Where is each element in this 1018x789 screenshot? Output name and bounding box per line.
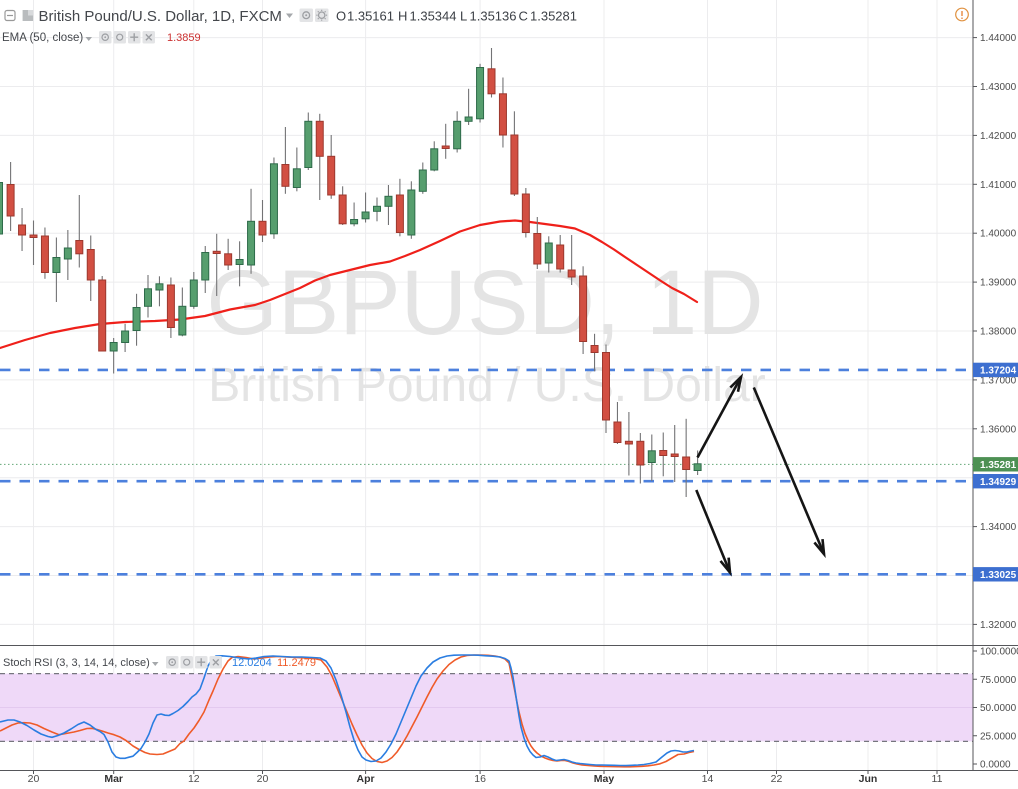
- svg-text:12.0204: 12.0204: [232, 657, 272, 669]
- svg-text:0.0000: 0.0000: [980, 760, 1011, 771]
- svg-text:1.35281: 1.35281: [980, 460, 1017, 471]
- svg-text:C: C: [519, 9, 528, 24]
- svg-text:11.2479: 11.2479: [277, 657, 316, 669]
- svg-text:1.40000: 1.40000: [980, 229, 1017, 240]
- svg-text:Apr: Apr: [357, 773, 375, 785]
- svg-text:O: O: [336, 9, 346, 24]
- svg-text:20: 20: [257, 773, 269, 785]
- svg-text:1.37000: 1.37000: [980, 375, 1017, 386]
- svg-text:1.42000: 1.42000: [980, 131, 1017, 142]
- svg-text:British Pound/U.S. Dollar, 1D,: British Pound/U.S. Dollar, 1D, FXCM: [39, 8, 282, 25]
- svg-text:1.35344: 1.35344: [410, 9, 457, 24]
- svg-text:May: May: [594, 773, 615, 785]
- svg-text:14: 14: [702, 773, 714, 785]
- svg-text:75.0000: 75.0000: [980, 675, 1017, 686]
- svg-text:H: H: [398, 9, 407, 24]
- svg-text:1.41000: 1.41000: [980, 180, 1017, 191]
- svg-text:1.35281: 1.35281: [530, 9, 577, 24]
- svg-text:1.35161: 1.35161: [347, 9, 394, 24]
- svg-text:16: 16: [474, 773, 486, 785]
- svg-text:1.3859: 1.3859: [167, 32, 201, 44]
- svg-text:Mar: Mar: [104, 773, 123, 785]
- svg-text:1.35136: 1.35136: [470, 9, 517, 24]
- svg-text:1.39000: 1.39000: [980, 278, 1017, 289]
- svg-text:1.34929: 1.34929: [980, 477, 1017, 488]
- svg-text:11: 11: [932, 773, 943, 785]
- svg-text:20: 20: [28, 773, 40, 785]
- svg-text:1.36000: 1.36000: [980, 424, 1017, 435]
- svg-text:Jun: Jun: [859, 773, 878, 785]
- svg-text:50.0000: 50.0000: [980, 703, 1017, 714]
- svg-text:Stoch RSI (3, 3, 14, 14, close: Stoch RSI (3, 3, 14, 14, close): [3, 657, 150, 669]
- svg-text:1.43000: 1.43000: [980, 82, 1017, 93]
- svg-text:L: L: [460, 9, 467, 24]
- svg-text:25.0000: 25.0000: [980, 731, 1017, 742]
- svg-text:1.32000: 1.32000: [980, 620, 1017, 631]
- svg-text:1.38000: 1.38000: [980, 327, 1017, 338]
- svg-text:1.37204: 1.37204: [980, 366, 1017, 377]
- svg-text:1.33025: 1.33025: [980, 570, 1017, 581]
- svg-text:EMA (50, close): EMA (50, close): [2, 32, 83, 44]
- svg-text:22: 22: [771, 773, 783, 785]
- svg-text:British Pound / U.S. Dollar: British Pound / U.S. Dollar: [208, 359, 766, 412]
- svg-text:GBPUSD, 1D: GBPUSD, 1D: [206, 252, 763, 354]
- svg-text:1.44000: 1.44000: [980, 33, 1017, 44]
- svg-text:100.0000: 100.0000: [980, 647, 1018, 658]
- svg-text:12: 12: [188, 773, 200, 785]
- svg-text:1.34000: 1.34000: [980, 522, 1017, 533]
